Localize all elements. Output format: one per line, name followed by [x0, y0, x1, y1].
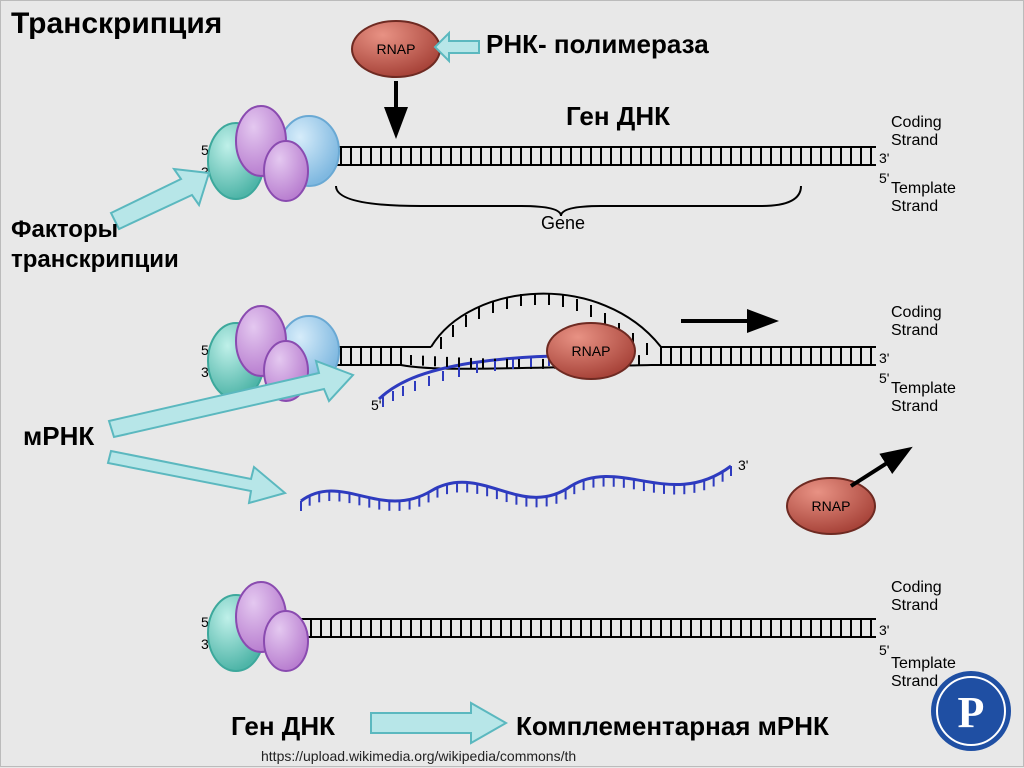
tf-group-1 [208, 106, 339, 201]
svg-text:Coding: Coding [891, 114, 942, 131]
rnap-label: RNAP [572, 343, 611, 359]
label-gene-dna-2: Ген ДНК [231, 711, 335, 742]
dna-strand-3 [216, 619, 876, 637]
rnap-label: RNAP [812, 498, 851, 514]
label-gene-dna-1: Ген ДНК [566, 101, 670, 132]
svg-text:Coding: Coding [891, 579, 942, 596]
page-title: Транскрипция [11, 7, 222, 41]
svg-text:Strand: Strand [891, 398, 938, 415]
svg-text:Template: Template [891, 655, 956, 672]
label-factors-2: транскрипции [11, 246, 179, 274]
label-rnap-polymerase: РНК- полимераза [486, 29, 709, 60]
svg-text:5': 5' [371, 397, 381, 413]
label-mrna: мРНК [23, 421, 94, 452]
logo-icon: P [931, 671, 1011, 751]
svg-text:P: P [958, 688, 985, 737]
svg-text:Coding: Coding [891, 304, 942, 321]
svg-text:3': 3' [879, 150, 889, 166]
svg-text:5': 5' [879, 642, 889, 658]
rnap-2: RNAP [547, 323, 635, 379]
svg-text:3': 3' [879, 350, 889, 366]
svg-text:Strand: Strand [891, 597, 938, 614]
svg-text:3': 3' [738, 457, 748, 473]
source-url: https://upload.wikimedia.org/wikipedia/c… [261, 748, 576, 764]
svg-text:Strand: Strand [891, 132, 938, 149]
cyan-arrow-polymerase [435, 33, 479, 61]
tf-group-3 [208, 582, 308, 671]
svg-text:Strand: Strand [891, 673, 938, 690]
gene-bracket [336, 186, 801, 216]
label-complementary: Комплементарная мРНК [516, 711, 829, 742]
cyan-arrow-factors [111, 169, 209, 229]
svg-text:3': 3' [879, 622, 889, 638]
svg-text:Strand: Strand [891, 198, 938, 215]
rnap-1: RNAP [352, 21, 440, 77]
svg-text:5': 5' [879, 370, 889, 386]
svg-text:Template: Template [891, 180, 956, 197]
svg-text:Template: Template [891, 380, 956, 397]
diagram-canvas: CodingStrandTemplateStrandCodingStrandTe… [1, 1, 1024, 768]
cyan-arrow-mrna-free [108, 451, 285, 503]
rnap-label: RNAP [377, 41, 416, 57]
rnap-3: RNAP [787, 478, 875, 534]
cyan-arrow-bottom [371, 703, 506, 743]
svg-text:5': 5' [879, 170, 889, 186]
mrna-nascent [379, 356, 566, 399]
label-factors-1: Факторы [11, 216, 118, 244]
svg-text:Gene: Gene [541, 213, 585, 233]
svg-text:Strand: Strand [891, 322, 938, 339]
arrow-rnap-off [851, 451, 906, 486]
